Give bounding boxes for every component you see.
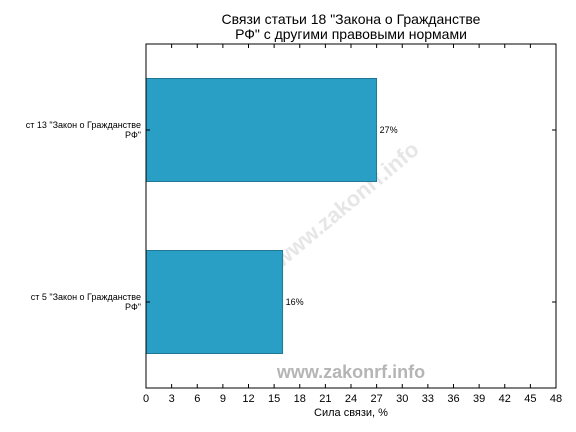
x-tick-label: 15 [268,393,280,405]
watermark-text: www.zakonrf.info [276,362,425,382]
category-label-line: РФ" [125,130,141,140]
x-tick-label: 42 [499,393,511,405]
chart-title-line: РФ" с другими правовыми нормами [235,26,467,42]
x-tick-label: 39 [473,393,485,405]
x-tick-label: 12 [242,393,254,405]
x-tick-label: 24 [345,393,357,405]
x-tick-label: 21 [319,393,331,405]
bars: 27% 16% [145,78,398,354]
x-tick-label: 6 [194,393,200,405]
chart-title-line: Связи статьи 18 "Закона о Гражданстве [222,11,481,27]
x-tick-label: 27 [371,393,383,405]
category-label-line: ст 13 "Закон о Гражданстве [26,120,141,130]
x-tick-label: 36 [447,393,459,405]
x-tick-label: 0 [143,393,149,405]
x-tick-label: 45 [524,393,536,405]
category-label-line: РФ" [125,302,141,312]
x-axis-ticks: 0 3 6 9 12 15 18 21 24 27 30 33 36 39 42 45 48 [143,44,562,405]
x-tick-label: 30 [396,393,408,405]
x-tick-label: 33 [422,393,434,405]
x-tick-label: 9 [220,393,226,405]
x-tick-label: 18 [294,393,306,405]
x-axis-label: Сила связи, % [314,407,388,419]
category-label-line: ст 5 "Закон о Гражданстве [31,292,141,302]
bar-value-label: 27% [380,125,398,135]
bar-value-label: 16% [286,297,304,307]
chart-title: Связи статьи 18 "Закона о ГражданствеРФ"… [222,11,481,42]
bar [145,78,378,182]
x-tick-label: 3 [169,393,175,405]
bar [145,249,284,354]
x-tick-label: 48 [550,393,562,405]
